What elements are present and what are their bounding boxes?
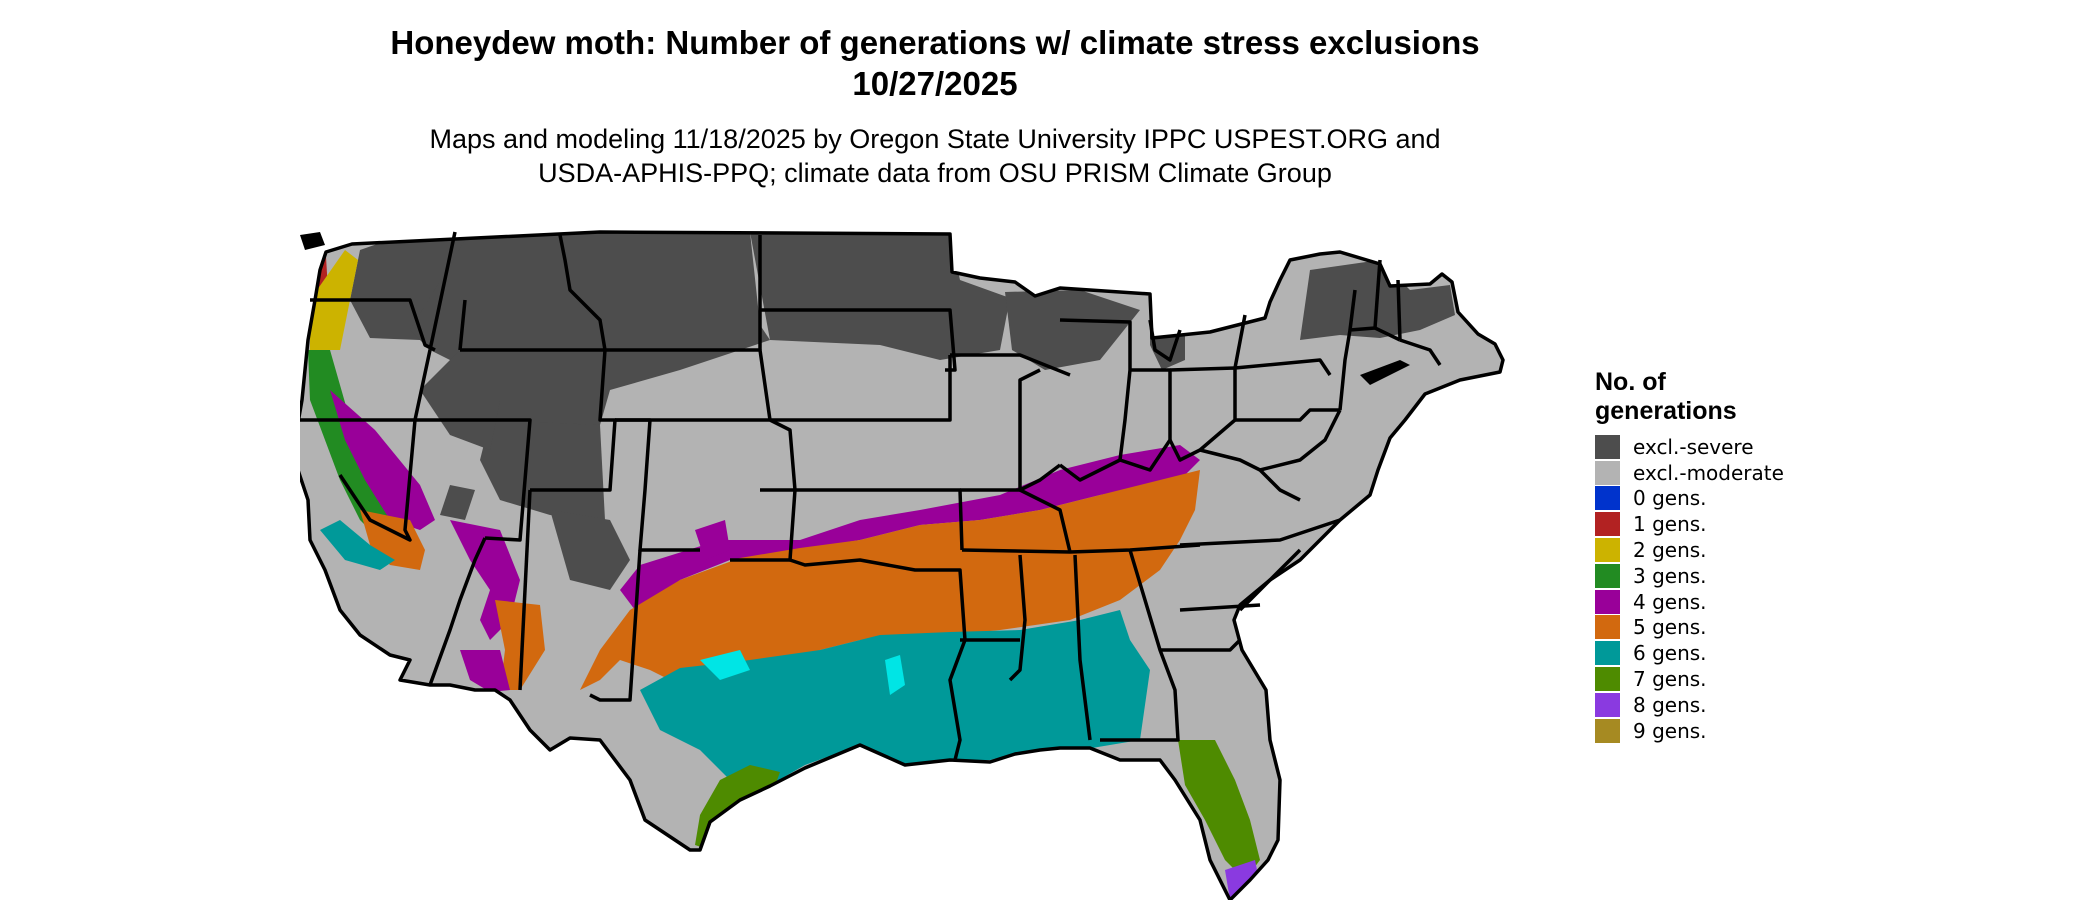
legend-item: excl.-moderate [1595,460,1784,486]
legend-label: excl.-moderate [1633,460,1784,485]
map-subtitle-line2: USDA-APHIS-PPQ; climate data from OSU PR… [538,158,1332,188]
map-title-line1: Honeydew moth: Number of generations w/ … [390,24,1480,61]
legend-swatch [1595,512,1620,537]
map-title: Honeydew moth: Number of generations w/ … [0,22,1870,104]
legend-title: No. of generations [1595,368,1784,426]
legend-item: 6 gens. [1595,640,1784,666]
legend-swatch [1595,538,1620,563]
legend-swatch [1595,563,1620,588]
legend-swatch [1595,460,1620,485]
legend-swatch [1595,667,1620,692]
legend-item: excl.-severe [1595,434,1784,460]
coastline-islands [300,232,1410,385]
legend-swatch [1595,641,1620,666]
legend-item: 8 gens. [1595,692,1784,718]
legend-item: 3 gens. [1595,563,1784,589]
legend-item: 7 gens. [1595,666,1784,692]
legend-item: 5 gens. [1595,615,1784,641]
legend-label: 6 gens. [1633,641,1707,666]
legend-swatch [1595,615,1620,640]
legend-swatch [1595,434,1620,459]
legend-swatch [1595,718,1620,743]
legend-swatch [1595,589,1620,614]
legend-label: 4 gens. [1633,589,1707,614]
legend-item: 4 gens. [1595,589,1784,615]
legend-label: 0 gens. [1633,486,1707,511]
legend-item: 9 gens. [1595,718,1784,744]
map-subtitle: Maps and modeling 11/18/2025 by Oregon S… [0,122,1870,190]
legend-items: excl.-severe excl.-moderate 0 gens. 1 gens.… [1595,434,1784,744]
legend-title-line1: No. of [1595,368,1666,396]
legend-item: 1 gens. [1595,511,1784,537]
legend-swatch [1595,692,1620,717]
legend-label: 8 gens. [1633,692,1707,717]
legend-label: 9 gens. [1633,718,1707,743]
legend-item: 0 gens. [1595,486,1784,512]
map-title-date: 10/27/2025 [852,65,1018,102]
legend-item: 2 gens. [1595,537,1784,563]
state-boundaries [300,230,1505,900]
legend-label: 1 gens. [1633,512,1707,537]
us-generations-map [300,230,1505,900]
legend-title-line2: generations [1595,397,1737,425]
legend-label: excl.-severe [1633,434,1754,459]
legend: No. of generations excl.-severe excl.-mod… [1595,368,1784,744]
generation-zones [300,232,1503,900]
legend-label: 2 gens. [1633,538,1707,563]
legend-label: 5 gens. [1633,615,1707,640]
map-subtitle-line1: Maps and modeling 11/18/2025 by Oregon S… [429,124,1441,154]
legend-label: 7 gens. [1633,667,1707,692]
legend-swatch [1595,486,1620,511]
legend-label: 3 gens. [1633,563,1707,588]
